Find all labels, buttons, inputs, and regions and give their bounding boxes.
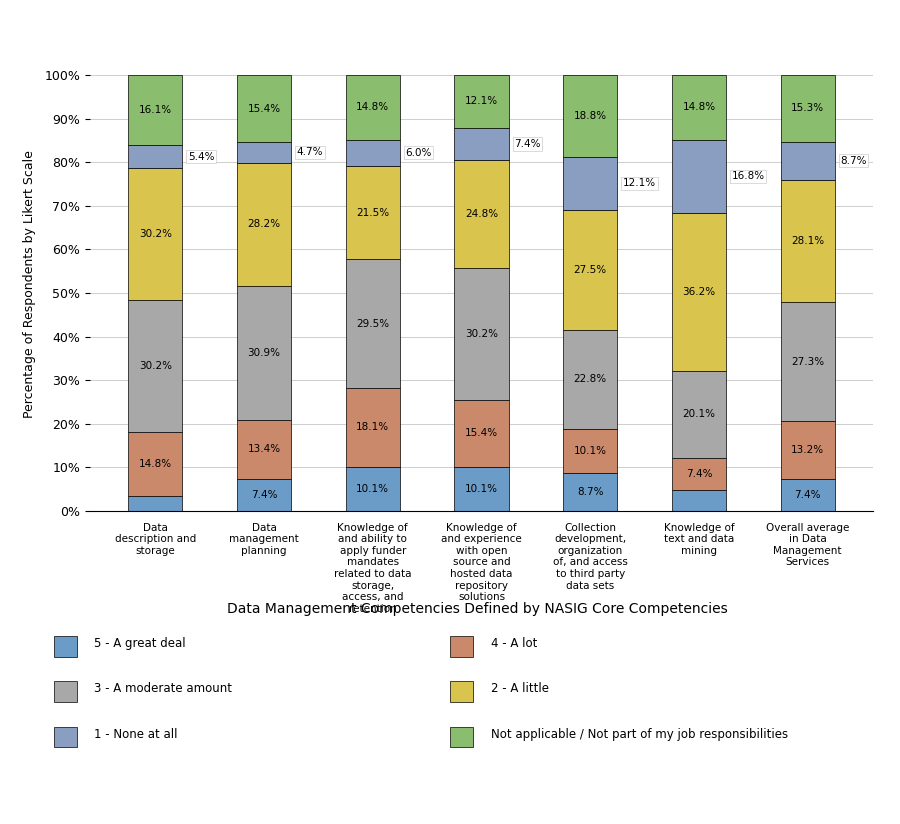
Text: 24.8%: 24.8%	[465, 209, 498, 219]
Text: 16.1%: 16.1%	[139, 105, 172, 115]
Text: 15.3%: 15.3%	[791, 104, 824, 114]
Text: 4.7%: 4.7%	[297, 147, 323, 157]
Bar	[563, 210, 617, 330]
Bar	[128, 168, 183, 300]
Text: 13.2%: 13.2%	[791, 445, 824, 455]
Bar	[454, 128, 508, 160]
Text: 15.4%: 15.4%	[248, 104, 281, 114]
Text: 28.2%: 28.2%	[248, 219, 281, 229]
Bar	[237, 479, 292, 511]
Text: 30.2%: 30.2%	[465, 329, 498, 339]
Bar	[128, 496, 183, 511]
Text: 21.5%: 21.5%	[356, 208, 390, 218]
Text: 10.1%: 10.1%	[465, 484, 498, 494]
Text: 30.2%: 30.2%	[139, 229, 172, 239]
Text: 13.4%: 13.4%	[248, 444, 281, 455]
Bar	[128, 300, 183, 432]
Text: 22.8%: 22.8%	[573, 374, 607, 384]
Bar	[346, 388, 400, 467]
Bar	[780, 479, 835, 511]
Bar	[563, 473, 617, 511]
Text: 5.4%: 5.4%	[188, 152, 214, 162]
Bar	[128, 75, 183, 145]
Text: 5 - A great deal: 5 - A great deal	[94, 637, 186, 650]
Text: 16.8%: 16.8%	[732, 171, 765, 181]
Bar	[128, 432, 183, 496]
Bar	[346, 75, 400, 139]
Text: 12.1%: 12.1%	[623, 179, 656, 189]
Text: 8.7%: 8.7%	[841, 156, 867, 166]
Bar	[454, 400, 508, 467]
Bar	[671, 490, 726, 511]
Bar	[780, 302, 835, 421]
Text: 6.0%: 6.0%	[405, 147, 432, 157]
Text: 1 - None at all: 1 - None at all	[94, 728, 178, 741]
Bar	[454, 268, 508, 400]
Text: 7.4%: 7.4%	[795, 489, 821, 500]
Bar	[237, 286, 292, 420]
Bar	[454, 467, 508, 511]
Text: 36.2%: 36.2%	[682, 287, 716, 297]
Bar	[563, 429, 617, 473]
Text: 30.2%: 30.2%	[139, 361, 172, 371]
Text: 3 - A moderate amount: 3 - A moderate amount	[94, 682, 232, 695]
Y-axis label: Percentage of Respondents by Likert Scale: Percentage of Respondents by Likert Scal…	[23, 150, 36, 419]
Bar	[454, 160, 508, 268]
Text: 7.4%: 7.4%	[514, 139, 541, 149]
Text: 18.8%: 18.8%	[573, 111, 607, 121]
Bar	[237, 420, 292, 479]
Bar	[563, 75, 617, 157]
Bar	[237, 162, 292, 286]
Text: 8.7%: 8.7%	[577, 487, 604, 497]
Text: 29.5%: 29.5%	[356, 319, 390, 329]
Bar	[563, 157, 617, 210]
Text: 2 - A little: 2 - A little	[491, 682, 548, 695]
Text: 10.1%: 10.1%	[356, 484, 389, 494]
Text: 7.4%: 7.4%	[251, 489, 277, 500]
Bar	[780, 142, 835, 180]
Bar	[780, 421, 835, 479]
Text: 4 - A lot: 4 - A lot	[491, 637, 537, 650]
Bar	[346, 139, 400, 166]
Bar	[237, 143, 292, 162]
Bar	[346, 166, 400, 260]
Text: 20.1%: 20.1%	[682, 410, 716, 419]
Bar	[671, 458, 726, 490]
Text: 18.1%: 18.1%	[356, 423, 390, 433]
Bar	[237, 75, 292, 143]
Bar	[563, 330, 617, 429]
Text: 28.1%: 28.1%	[791, 236, 824, 246]
Bar	[671, 139, 726, 213]
Bar	[671, 213, 726, 371]
Bar	[128, 145, 183, 168]
Bar	[671, 75, 726, 139]
Bar	[346, 467, 400, 511]
Text: 10.1%: 10.1%	[574, 446, 607, 456]
Text: 14.8%: 14.8%	[139, 459, 172, 469]
Bar	[671, 371, 726, 458]
Text: 12.1%: 12.1%	[465, 96, 498, 106]
Text: 27.5%: 27.5%	[573, 265, 607, 274]
Bar	[346, 260, 400, 388]
Bar	[780, 75, 835, 142]
Bar	[780, 180, 835, 302]
Text: Not applicable / Not part of my job responsibilities: Not applicable / Not part of my job resp…	[491, 728, 788, 741]
Text: 15.4%: 15.4%	[465, 428, 498, 438]
Text: 7.4%: 7.4%	[686, 470, 712, 480]
Text: 27.3%: 27.3%	[791, 357, 824, 367]
Text: 14.8%: 14.8%	[356, 102, 390, 112]
Text: 14.8%: 14.8%	[682, 102, 716, 112]
Text: Data Management Competencies Defined by NASIG Core Competencies: Data Management Competencies Defined by …	[227, 602, 727, 616]
Bar	[454, 75, 508, 128]
Text: 30.9%: 30.9%	[248, 348, 281, 358]
